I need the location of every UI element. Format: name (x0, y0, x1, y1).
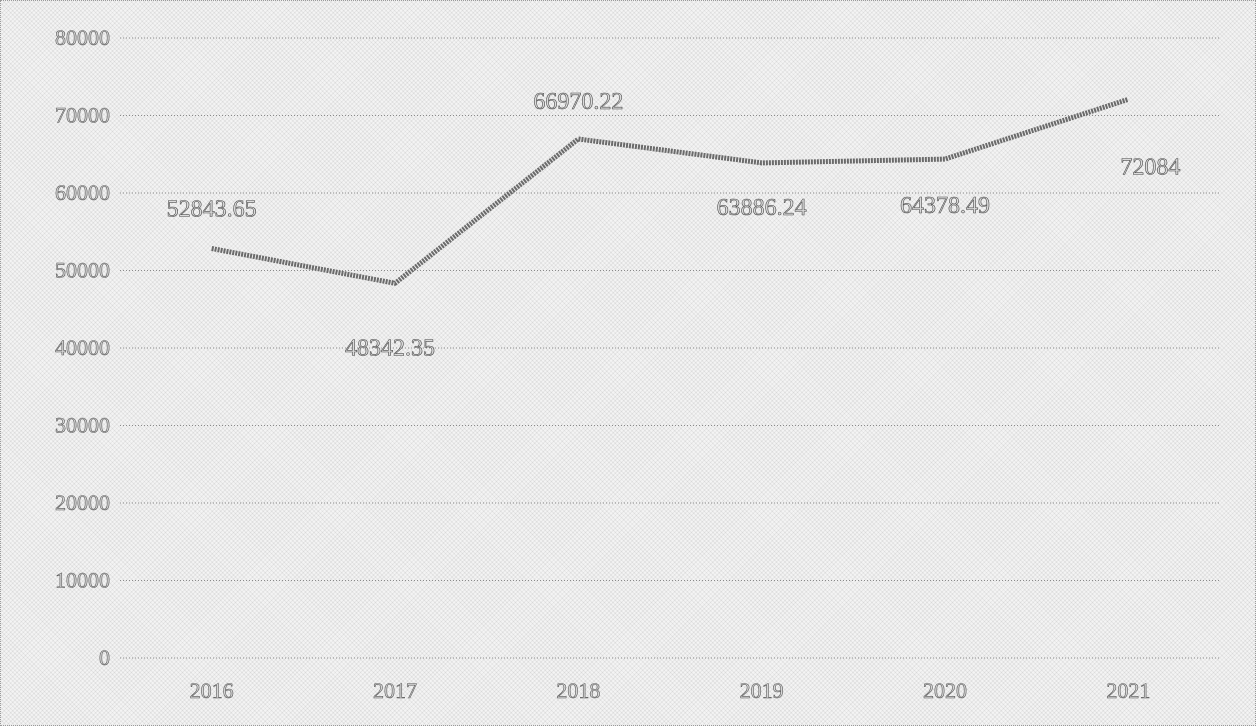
data-label-2019: 63886.24 (717, 195, 807, 221)
y-axis: 0 10000 20000 30000 40000 50000 60000 70000 8000… (55, 25, 111, 671)
x-tick-label-2018: 2018 (556, 678, 600, 703)
y-tick-label: 50000 (55, 258, 110, 283)
y-tick-label: 70000 (55, 103, 110, 128)
x-tick-label-2017: 2017 (373, 678, 417, 703)
y-tick-label: 10000 (55, 568, 110, 593)
y-tick-label: 20000 (55, 490, 110, 515)
x-tick-label-2021: 2021 (1106, 678, 1150, 703)
y-tick-label: 30000 (55, 413, 110, 438)
data-label-2017: 48342.35 (345, 335, 435, 361)
y-tick-label: 0 (99, 645, 110, 670)
x-tick-label-2019: 2019 (740, 678, 784, 703)
series-line (211, 96, 1130, 286)
data-label-2020: 64378.49 (900, 193, 990, 219)
y-tick-label: 60000 (55, 180, 110, 205)
data-label-2021: 72084 (1120, 154, 1180, 180)
y-tick-label: 80000 (55, 25, 110, 50)
gridlines (120, 37, 1220, 659)
x-tick-label-2016: 2016 (190, 678, 234, 703)
data-label-2016: 52843.65 (167, 196, 257, 222)
y-tick-label: 40000 (55, 335, 110, 360)
data-label-2018: 66970.22 (533, 89, 623, 115)
x-tick-label-2020: 2020 (923, 678, 967, 703)
x-axis: 2016 2017 2018 2019 2020 2021 (189, 678, 1150, 704)
data-labels: 52843.65 48342.35 66970.22 63886.24 64378.49… (166, 89, 1180, 362)
